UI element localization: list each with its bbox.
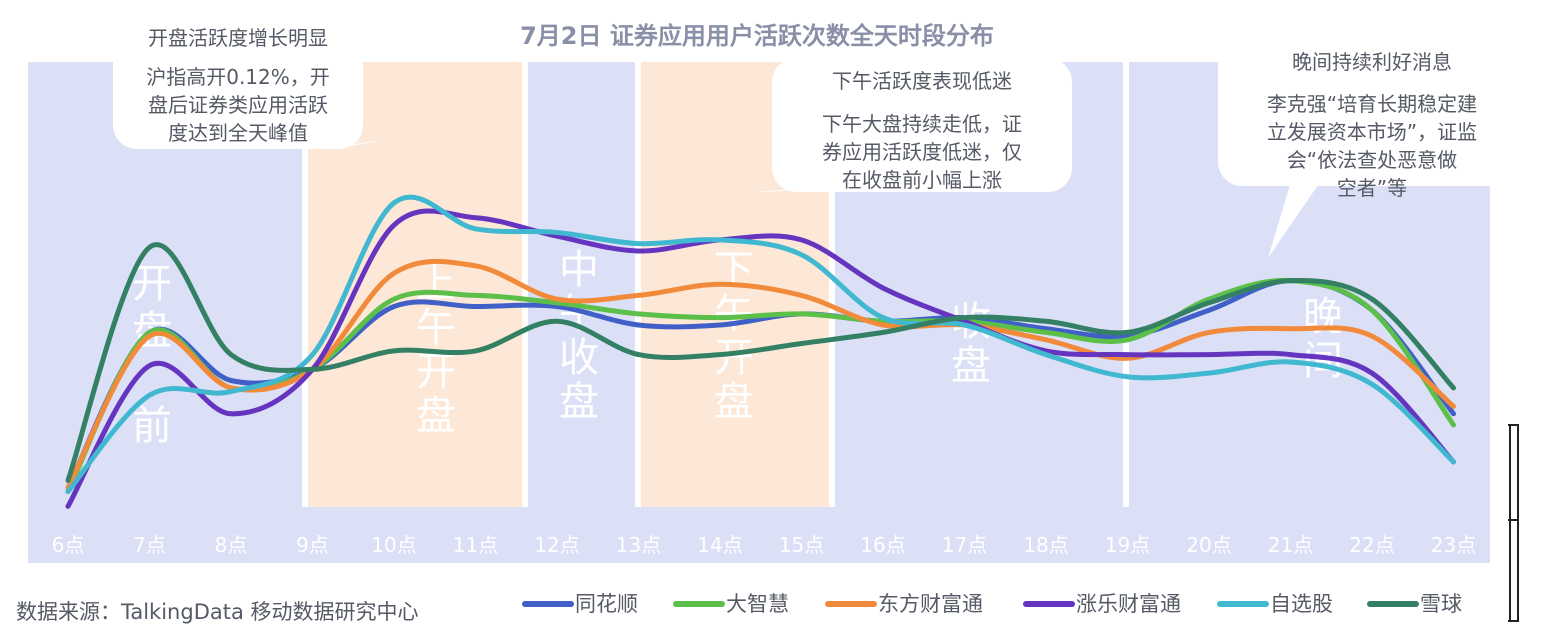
legend-item: 涨乐财富通 (1023, 592, 1181, 616)
callout-box (1218, 31, 1525, 186)
period-label: 收盘 (951, 299, 991, 389)
x-tick-label: 23点 (1431, 533, 1476, 557)
legend-label: 东方财富通 (878, 592, 983, 616)
x-tick-label: 16点 (860, 533, 905, 557)
callout-line: 下午大盘持续走低，证 (822, 112, 1022, 136)
period-band (528, 62, 635, 507)
x-axis-ticks: 6点 7点 8点 9点 10点 11点 12点 13点 14点 15点 16点 17点 18点 19点 20… (52, 533, 1477, 557)
callout-tail (322, 140, 385, 148)
callout-line: 券应用活跃度低迷，仅 (822, 140, 1022, 164)
series-lines (65, 194, 1456, 509)
legend-item: 东方财富通 (825, 592, 983, 616)
callout-heading: 晚间持续利好消息 (1292, 50, 1452, 74)
series-line (65, 194, 1456, 494)
callout-tail (1268, 185, 1318, 258)
legend-label: 同花顺 (575, 592, 638, 616)
legend-label: 大智慧 (726, 592, 789, 616)
callout-heading: 开盘活跃度增长明显 (148, 26, 328, 50)
x-tick-label: 12点 (534, 533, 579, 557)
x-tick-label: 8点 (215, 533, 248, 557)
x-axis-band (28, 507, 1490, 563)
callout-tail (742, 190, 800, 193)
x-tick-label: 17点 (942, 533, 987, 557)
legend-label: 雪球 (1420, 592, 1462, 616)
x-tick-label: 15点 (779, 533, 824, 557)
series-line (65, 242, 1456, 483)
period-label: 下午开盘 (714, 247, 754, 425)
callout-line: 沪指高开0.12%，开 (146, 65, 330, 89)
x-tick-label: 10点 (371, 533, 416, 557)
callout-box (772, 58, 1072, 192)
legend: 同花顺 大智慧 东方财富通 涨乐财富通 自选股 雪球 (522, 592, 1462, 616)
x-tick-label: 19点 (1105, 533, 1150, 557)
callout-line: 空者”等 (1337, 176, 1407, 200)
legend-item: 同花顺 (522, 592, 638, 616)
x-tick-label: 7点 (133, 533, 166, 557)
period-label: 上午开盘 (416, 261, 456, 439)
legend-item: 雪球 (1367, 592, 1462, 616)
callout-box (113, 13, 363, 149)
callout-line: 会“依法查处恶意做 (1287, 148, 1457, 172)
frame-mark (1508, 424, 1519, 622)
x-tick-label: 18点 (1023, 533, 1068, 557)
source-note: 数据来源：TalkingData 移动数据研究中心 (16, 600, 419, 624)
series-line (65, 258, 1456, 491)
callout-line: 李克强“培育长期稳定建 (1267, 92, 1477, 116)
legend-item: 大智慧 (673, 592, 789, 616)
callout-bubble: 晚间持续利好消息李克强“培育长期稳定建立发展资本市场”，证监会“依法查处恶意做空… (1218, 31, 1525, 258)
callout-line: 在收盘前小幅上涨 (842, 168, 1002, 192)
period-label: 晚间 (1303, 294, 1343, 384)
x-tick-label: 13点 (616, 533, 661, 557)
x-tick-label: 21点 (1268, 533, 1313, 557)
x-tick-label: 20点 (1186, 533, 1231, 557)
callout-heading: 下午活跃度表现低迷 (832, 69, 1012, 93)
legend-item: 自选股 (1217, 592, 1333, 616)
x-tick-label: 6点 (52, 533, 85, 557)
callout-line: 盘后证券类应用活跃 (148, 93, 328, 117)
callout-line: 度达到全天峰值 (168, 121, 308, 145)
x-tick-label: 11点 (453, 533, 498, 557)
chart-title: 7月2日 证券应用用户活跃次数全天时段分布 (520, 22, 994, 50)
legend-label: 自选股 (1270, 592, 1333, 616)
callout-line: 立发展资本市场”，证监 (1267, 120, 1477, 144)
legend-label: 涨乐财富通 (1076, 592, 1181, 616)
x-tick-label: 22点 (1349, 533, 1394, 557)
x-tick-label: 14点 (697, 533, 742, 557)
x-tick-label: 9点 (296, 533, 329, 557)
